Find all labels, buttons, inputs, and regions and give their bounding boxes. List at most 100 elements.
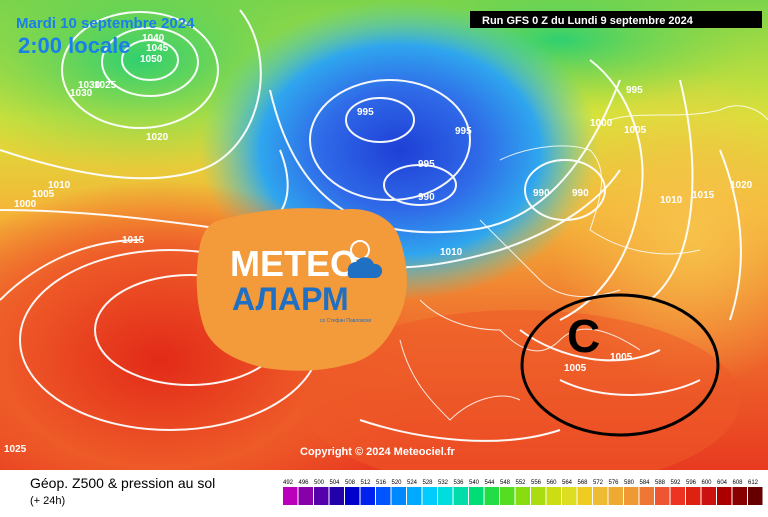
legend-scale-label: 544 bbox=[485, 480, 496, 486]
legend-scale-label: 576 bbox=[609, 480, 620, 486]
legend-scale-label: 604 bbox=[717, 480, 728, 486]
legend-scale-swatch bbox=[329, 487, 344, 505]
pressure-label: 1010 bbox=[48, 180, 71, 191]
legend-scale-label: 528 bbox=[423, 480, 434, 486]
legend-scale-label: 492 bbox=[283, 480, 294, 486]
pressure-label: 995 bbox=[418, 159, 435, 170]
legend-scale-swatch bbox=[283, 487, 298, 505]
legend-bar: Géop. Z500 & pression au sol (+ 24h) 492… bbox=[0, 470, 768, 512]
legend-scale-swatch bbox=[732, 487, 747, 505]
legend-scale-label: 540 bbox=[469, 480, 480, 486]
legend-scale-label: 536 bbox=[454, 480, 465, 486]
run-info-box bbox=[470, 11, 762, 28]
pressure-label: 995 bbox=[626, 85, 643, 96]
legend-scale-label: 572 bbox=[593, 480, 604, 486]
legend-scale-swatch bbox=[422, 487, 437, 505]
annotation-letter: C bbox=[567, 310, 600, 362]
legend-subtitle: (+ 24h) bbox=[30, 495, 65, 507]
legend-scale-swatch bbox=[608, 487, 623, 505]
pressure-label: 1025 bbox=[4, 444, 27, 455]
legend-scale-label: 612 bbox=[748, 480, 759, 486]
pressure-label: 1005 bbox=[32, 189, 55, 200]
pressure-label: 995 bbox=[357, 107, 374, 118]
pressure-label: 1020 bbox=[730, 180, 753, 191]
pressure-label: 990 bbox=[533, 188, 550, 199]
legend-title: Géop. Z500 & pression au sol bbox=[30, 475, 215, 491]
legend-scale-swatch bbox=[438, 487, 453, 505]
legend-scale-label: 512 bbox=[361, 480, 372, 486]
map-date: Mardi 10 septembre 2024 bbox=[16, 15, 195, 32]
pressure-label: 1045 bbox=[146, 43, 169, 54]
legend-scale-label: 500 bbox=[314, 480, 325, 486]
logo-line1: METEO bbox=[230, 243, 358, 284]
legend-scale-swatch bbox=[562, 487, 577, 505]
legend-scale-swatch bbox=[593, 487, 608, 505]
logo-line2: АЛАРМ bbox=[232, 281, 349, 317]
logo-tagline: со Стефан Павловски bbox=[320, 318, 371, 324]
legend-scale-swatch bbox=[531, 487, 546, 505]
legend-scale-swatch bbox=[376, 487, 391, 505]
copyright: Copyright © 2024 Meteociel.fr bbox=[300, 446, 456, 458]
legend-scale-swatch bbox=[314, 487, 329, 505]
legend-scale-label: 560 bbox=[547, 480, 558, 486]
legend-scale-label: 520 bbox=[392, 480, 403, 486]
legend-scale-label: 588 bbox=[655, 480, 666, 486]
legend-scale-swatch bbox=[624, 487, 639, 505]
legend-scale-swatch bbox=[717, 487, 732, 505]
pressure-label: 1005 bbox=[624, 125, 647, 136]
legend-scale-label: 564 bbox=[562, 480, 573, 486]
legend-scale-swatch bbox=[453, 487, 468, 505]
pressure-label: 1015 bbox=[122, 235, 145, 246]
annotation-circle bbox=[520, 293, 720, 437]
pressure-label: 1040 bbox=[142, 33, 165, 44]
map-local-time: 2:00 locale bbox=[18, 33, 131, 58]
run-info: Run GFS 0 Z du Lundi 9 septembre 2024 bbox=[482, 15, 694, 27]
legend-scale-label: 516 bbox=[376, 480, 387, 486]
pressure-label: 1005 bbox=[610, 352, 633, 363]
legend-scale-swatch bbox=[639, 487, 654, 505]
legend-scale-swatch bbox=[670, 487, 685, 505]
legend-scale-label: 596 bbox=[686, 480, 697, 486]
meteo-alarm-logo: METEO АЛАРМ со Стефан Павловски bbox=[196, 208, 407, 371]
pressure-label: 1030 bbox=[70, 88, 93, 99]
legend-scale-swatch bbox=[515, 487, 530, 505]
legend-scale-label: 556 bbox=[531, 480, 542, 486]
pressure-label: 1025 bbox=[94, 80, 117, 91]
legend-scale-label: 552 bbox=[516, 480, 527, 486]
weather-map: C 1040 1045 1050 1030 1025 1030 1020 101… bbox=[0, 0, 768, 470]
pressure-label: 995 bbox=[455, 126, 472, 137]
pressure-label: 1020 bbox=[146, 132, 169, 143]
pressure-label: 990 bbox=[418, 192, 435, 203]
legend-scale-label: 532 bbox=[438, 480, 449, 486]
legend-scale-label: 548 bbox=[500, 480, 511, 486]
pressure-label: 1030 bbox=[78, 80, 101, 91]
legend-scale-swatch bbox=[686, 487, 701, 505]
pressure-label: 1010 bbox=[440, 247, 463, 258]
pressure-label: 1010 bbox=[660, 195, 683, 206]
legend-scale-swatch bbox=[655, 487, 670, 505]
legend-scale-label: 608 bbox=[733, 480, 744, 486]
legend-scale-swatch bbox=[360, 487, 375, 505]
legend-scale-label: 508 bbox=[345, 480, 356, 486]
legend-scale-label: 600 bbox=[702, 480, 713, 486]
legend-scale-swatch bbox=[469, 487, 484, 505]
legend-scale-swatch bbox=[701, 487, 716, 505]
legend-scale-label: 580 bbox=[624, 480, 635, 486]
pressure-label: 1000 bbox=[590, 118, 613, 129]
pressure-label: 1000 bbox=[14, 199, 37, 210]
legend-scale-swatch bbox=[546, 487, 561, 505]
legend-scale-label: 568 bbox=[578, 480, 589, 486]
legend-scale-label: 504 bbox=[330, 480, 341, 486]
legend-scale-swatch bbox=[298, 487, 313, 505]
legend-scale-label: 524 bbox=[407, 480, 418, 486]
legend-scale-label: 496 bbox=[299, 480, 310, 486]
cloud-sun-icon bbox=[347, 240, 383, 278]
legend-scale-swatch bbox=[391, 487, 406, 505]
pressure-label: 1005 bbox=[564, 363, 587, 374]
legend-scale-swatch bbox=[500, 487, 515, 505]
legend-scale-swatch bbox=[748, 487, 763, 505]
legend-scale-swatch bbox=[407, 487, 422, 505]
legend-scale-swatch bbox=[577, 487, 592, 505]
pressure-label: 1050 bbox=[140, 54, 163, 65]
legend-scale-swatch bbox=[345, 487, 360, 505]
